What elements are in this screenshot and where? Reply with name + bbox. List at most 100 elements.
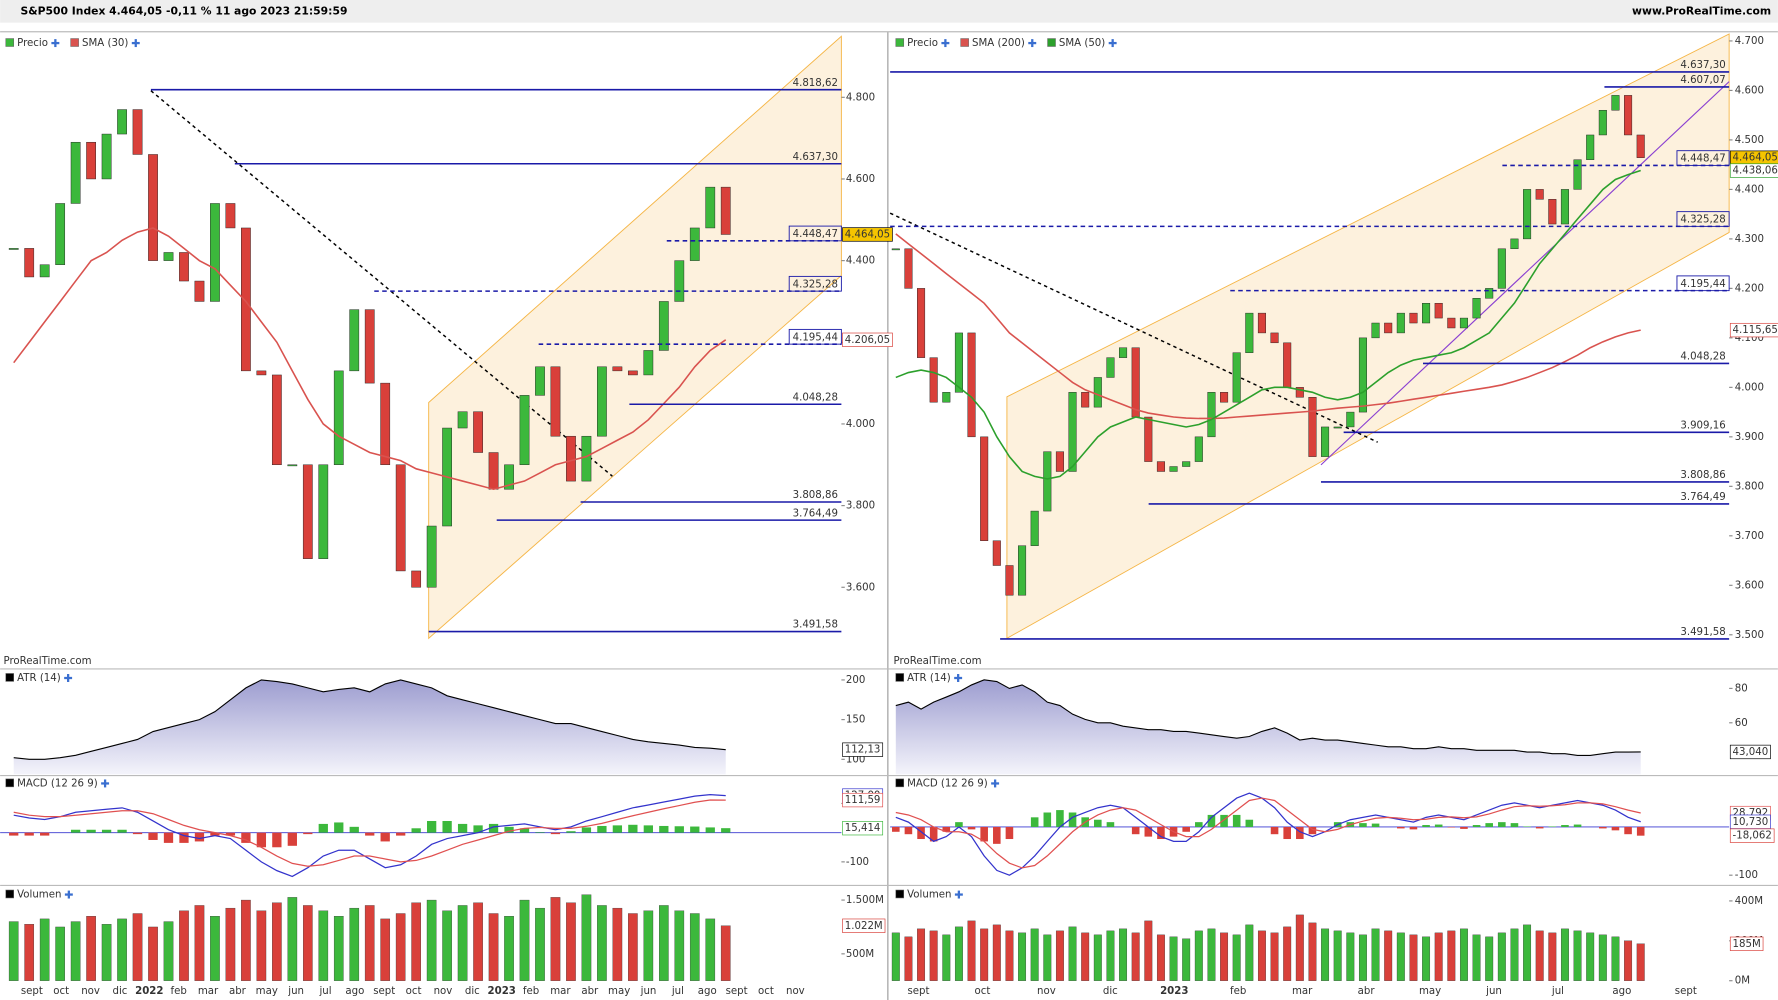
candle bbox=[519, 395, 530, 466]
legend-icon bbox=[957, 890, 961, 899]
y-tick-label: -100 bbox=[846, 857, 869, 868]
candle bbox=[1245, 312, 1254, 353]
y-tick-label: -100 bbox=[1735, 870, 1758, 881]
histogram-bar bbox=[1220, 814, 1228, 827]
histogram-bar bbox=[1068, 812, 1077, 827]
histogram-bar bbox=[1245, 819, 1254, 827]
volume-bar bbox=[1523, 924, 1532, 981]
histogram-bar bbox=[1510, 823, 1519, 827]
histogram-bar bbox=[1232, 814, 1241, 827]
legend-swatch bbox=[5, 673, 14, 682]
last-value-label: 4.115,65 bbox=[1733, 325, 1778, 336]
histogram-bar bbox=[1283, 826, 1291, 840]
candle bbox=[473, 411, 483, 453]
histogram-bar bbox=[929, 826, 938, 842]
site: www.ProRealTime.com bbox=[1632, 4, 1771, 17]
last-value-box bbox=[842, 742, 884, 757]
candle bbox=[1535, 189, 1544, 200]
histogram-bar bbox=[442, 820, 452, 833]
level-label: 3.764,49 bbox=[793, 508, 838, 519]
histogram-bar bbox=[504, 826, 514, 833]
legend-swatch bbox=[895, 778, 905, 788]
legend-label: MACD (12 26 9) bbox=[17, 778, 98, 789]
legend-icon bbox=[944, 39, 947, 48]
volume-bar bbox=[643, 910, 654, 981]
y-tick-label: 4.800 bbox=[846, 92, 875, 103]
histogram-bar bbox=[967, 826, 976, 830]
volume-bar bbox=[210, 916, 220, 981]
candle bbox=[1510, 238, 1519, 250]
volume-bar bbox=[1018, 932, 1027, 981]
atr-area bbox=[895, 679, 1641, 775]
level-label: 4.448,47 bbox=[793, 229, 838, 240]
candle bbox=[1459, 317, 1468, 329]
candle bbox=[917, 288, 926, 358]
level-label: 4.637,30 bbox=[1680, 60, 1725, 71]
legend-icon bbox=[66, 674, 70, 682]
x-tick-label: feb bbox=[1230, 986, 1246, 997]
histogram-bar bbox=[40, 832, 50, 836]
x-tick-label: may bbox=[608, 986, 630, 997]
x-tick-label: oct bbox=[975, 986, 991, 997]
histogram-bar bbox=[980, 826, 988, 842]
volume-bar bbox=[566, 902, 576, 981]
volume-bar bbox=[891, 932, 900, 981]
volume-bar bbox=[1030, 928, 1039, 981]
histogram-bar bbox=[1296, 826, 1304, 840]
histogram-bar bbox=[1308, 826, 1317, 835]
candle bbox=[1043, 451, 1052, 512]
volume-bar bbox=[1220, 932, 1229, 981]
y-tick-label: 3.800 bbox=[1735, 481, 1764, 492]
volume-bar bbox=[473, 902, 483, 981]
x-tick-label: may bbox=[1419, 986, 1441, 997]
last-value-box bbox=[1729, 828, 1775, 843]
candle bbox=[1030, 510, 1039, 546]
level-label: 4.637,30 bbox=[793, 152, 838, 163]
volume-bar bbox=[1182, 938, 1191, 981]
legend-label: Volumen bbox=[17, 890, 61, 901]
legend-icon bbox=[134, 39, 137, 48]
last-value-label: 15,414 bbox=[845, 823, 881, 834]
histogram-bar bbox=[349, 826, 359, 833]
volume-bar bbox=[55, 926, 65, 981]
histogram-bar bbox=[1624, 826, 1632, 835]
volume-bar bbox=[904, 936, 913, 981]
candle bbox=[194, 280, 205, 302]
last-value-box bbox=[1729, 936, 1764, 951]
legend-swatch bbox=[1047, 38, 1056, 47]
last-value-label: 4.464,05 bbox=[1733, 153, 1778, 164]
volume-bar bbox=[272, 902, 282, 981]
x-tick-label: jun bbox=[1485, 986, 1502, 997]
histogram-bar bbox=[1207, 814, 1216, 827]
candle bbox=[612, 366, 623, 372]
candle bbox=[1485, 288, 1494, 299]
candle bbox=[101, 133, 112, 180]
histogram-bar bbox=[892, 826, 900, 832]
x-tick-label: oct bbox=[758, 986, 774, 997]
histogram-bar bbox=[210, 832, 220, 836]
volume-bar bbox=[705, 918, 716, 981]
last-value-label: 4.464,05 bbox=[845, 229, 890, 240]
x-tick-label: jun bbox=[287, 986, 304, 997]
volume-bar bbox=[1624, 940, 1633, 981]
x-tick-label: sept bbox=[373, 986, 395, 997]
volume-bar bbox=[39, 918, 50, 981]
histogram-bar bbox=[272, 832, 282, 848]
candle bbox=[1523, 189, 1532, 240]
volume-bar bbox=[1093, 934, 1102, 981]
legend-icon bbox=[103, 779, 107, 788]
level-box bbox=[1676, 275, 1730, 292]
candle bbox=[1283, 342, 1292, 388]
level-box bbox=[1676, 211, 1730, 227]
y-tick-label: 4.700 bbox=[1735, 36, 1764, 47]
series-line bbox=[13, 679, 726, 760]
last-value-label: 4.206,05 bbox=[845, 335, 890, 346]
x-tick-label: oct bbox=[406, 986, 422, 997]
volume-bar bbox=[1636, 943, 1645, 981]
histogram-bar bbox=[566, 831, 576, 833]
volume-bar bbox=[1409, 934, 1418, 981]
candle bbox=[1611, 95, 1620, 111]
candle bbox=[1093, 377, 1102, 408]
x-tick-label: nov bbox=[434, 986, 453, 997]
candle bbox=[241, 227, 251, 372]
